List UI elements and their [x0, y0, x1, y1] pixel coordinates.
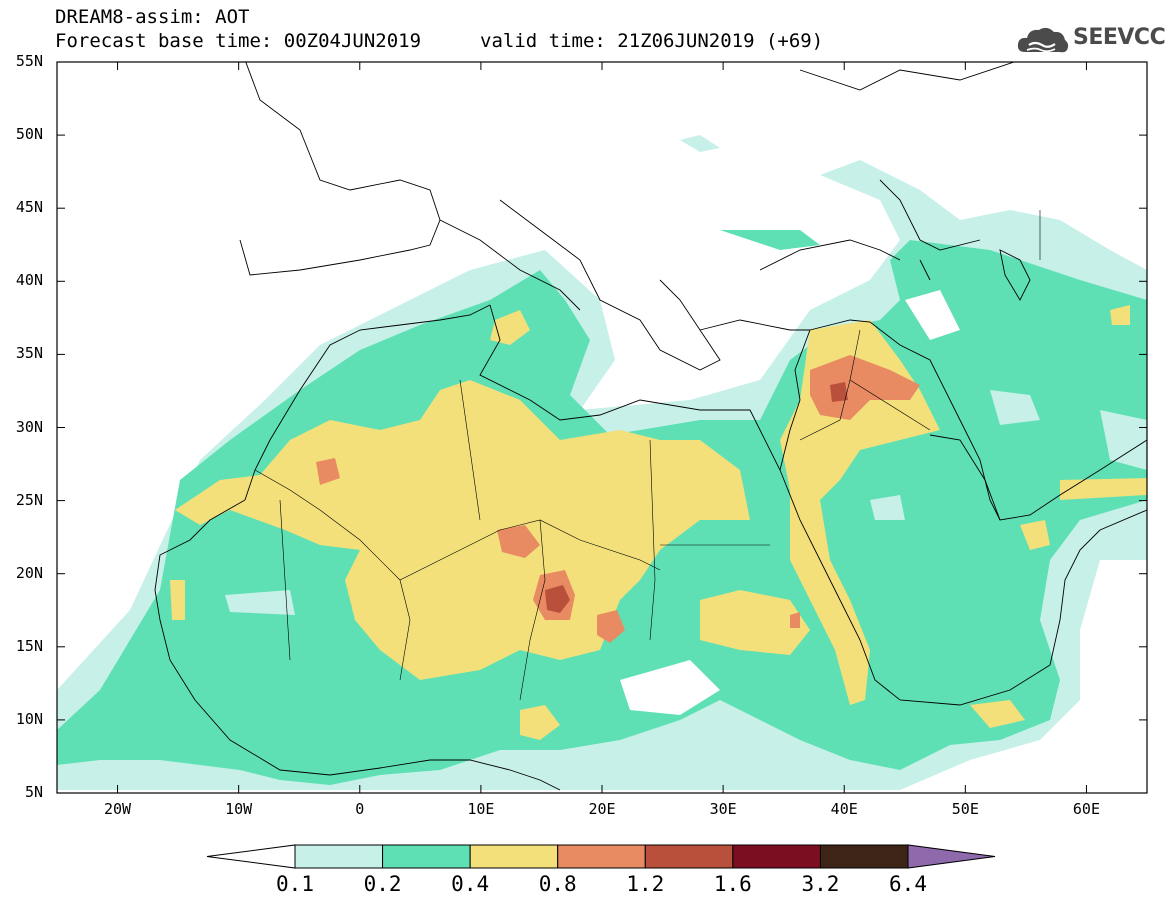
lon-label: 10W: [225, 800, 253, 818]
colorbar-over-arrow: [907, 844, 996, 869]
lat-label: 35N: [15, 344, 43, 363]
legend-label: 3.2: [801, 872, 840, 896]
lon-label: 20E: [588, 800, 616, 818]
aot-contour-1.2: [545, 585, 570, 613]
colorbar-segment: [732, 844, 821, 869]
country-borders: [254, 210, 1041, 701]
base-time: Forecast base time: 00Z04JUN2019: [55, 30, 422, 52]
seevccc-logo: SEEVCCC: [1015, 22, 1165, 60]
lat-label: 40N: [15, 271, 43, 290]
lon-label: 30E: [709, 800, 737, 818]
lat-label: 15N: [15, 636, 43, 655]
lat-label: 50N: [15, 125, 43, 144]
legend-label: 6.4: [889, 872, 927, 896]
colorbar-segment: [819, 844, 909, 869]
lon-label: 20W: [104, 800, 132, 818]
lat-label: 55N: [15, 52, 43, 70]
lat-label: 45N: [15, 198, 43, 217]
aot-contour-0.8: [810, 355, 920, 420]
lon-label: 60E: [1072, 800, 1100, 818]
legend-label: 0.8: [538, 872, 577, 896]
lat-label: 20N: [15, 563, 43, 582]
lon-label: 40E: [830, 800, 858, 818]
legend-label: 0.1: [276, 872, 314, 896]
cloud-icon: [1017, 27, 1069, 53]
model-title: DREAM8-assim: AOT: [55, 6, 250, 28]
colorbar: [206, 844, 996, 869]
time-info: Forecast base time: 00Z04JUN2019 valid ti…: [55, 30, 823, 52]
coastlines: [154, 62, 1147, 791]
axis-ticks: [57, 61, 1147, 794]
colorbar-segment: [469, 844, 559, 869]
valid-time: valid time: 21Z06JUN2019 (+69): [480, 30, 824, 52]
lat-label: 30N: [15, 417, 43, 436]
lon-label: 50E: [951, 800, 979, 818]
legend-label: 1.6: [713, 872, 752, 896]
lon-label: 0: [355, 800, 365, 818]
colorbar-segment: [557, 844, 646, 869]
colorbar-under-arrow: [206, 844, 296, 869]
legend-label: 0.4: [451, 872, 490, 896]
legend-label: 0.2: [363, 872, 402, 896]
lon-label: 10E: [467, 800, 495, 818]
lat-label: 25N: [15, 490, 43, 509]
aot-contour-0.4: [175, 380, 750, 680]
colorbar-segment: [294, 844, 384, 869]
colorbar-segment: [644, 844, 734, 869]
colorbar-segment: [382, 844, 471, 869]
aot-field: [57, 135, 1147, 790]
logo-text: SEEVCCC: [1073, 25, 1165, 50]
lat-label: 10N: [15, 709, 43, 728]
lat-label: 5N: [24, 783, 43, 801]
legend-label: 1.2: [626, 872, 665, 896]
